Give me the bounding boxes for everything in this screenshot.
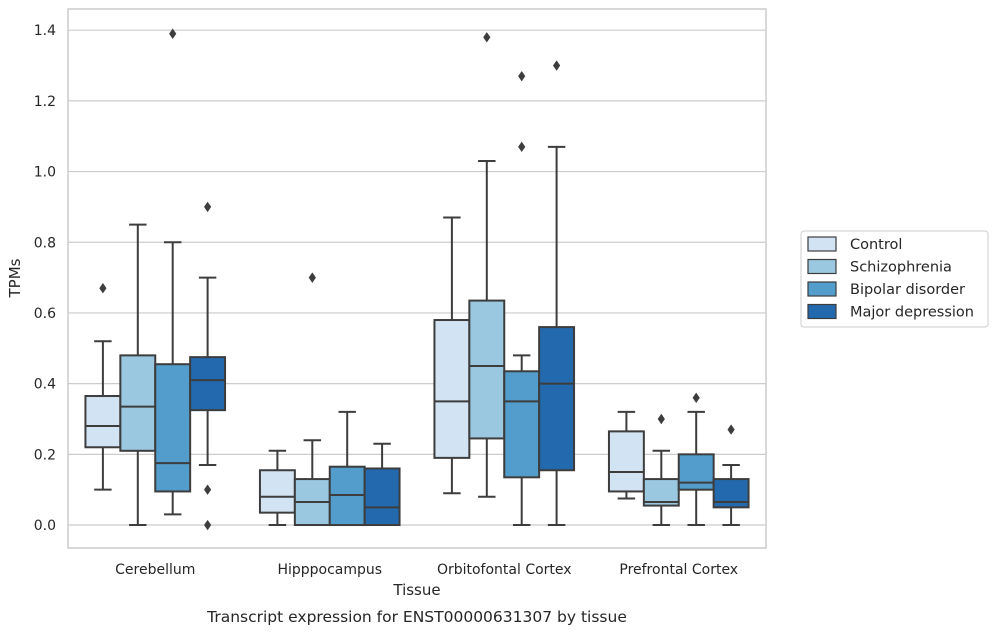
y-tick-label: 0.6	[34, 306, 56, 322]
box-major-depression	[189, 201, 227, 531]
box-major-depression	[363, 442, 401, 527]
legend-frame	[800, 230, 989, 328]
outlier-point	[204, 484, 212, 495]
plot-frame	[67, 8, 767, 549]
y-tick-label: 0.4	[34, 377, 56, 393]
y-tick-label: 0.2	[34, 447, 56, 463]
y-tick-label: 1.4	[34, 23, 56, 39]
legend-swatch	[807, 258, 837, 275]
legend-swatch	[807, 303, 837, 320]
outlier-point	[204, 201, 212, 213]
outlier-point	[553, 60, 561, 71]
legend-swatch	[807, 236, 837, 252]
y-tick-label: 1.2	[34, 94, 56, 110]
x-tick-label: Hipppocampus	[277, 562, 382, 578]
box-body	[468, 299, 506, 440]
outlier-point	[518, 70, 526, 82]
box-body	[258, 469, 296, 514]
y-tick-label: 0.8	[34, 235, 56, 251]
box-control	[433, 216, 471, 495]
box-major-depression	[712, 424, 750, 527]
box-bipolar-disorder	[154, 28, 192, 516]
box-control	[84, 283, 122, 491]
y-tick-labels: 0.0 0.2 0.4 0.6 0.8 1.0 1.2 1.4	[34, 23, 56, 534]
legend-label: Bipolar disorder	[850, 282, 965, 298]
outlier-point	[308, 272, 316, 283]
box-bipolar-disorder	[677, 392, 715, 527]
box-body	[84, 395, 122, 449]
x-tick-label: Cerebellum	[115, 562, 195, 578]
box-body	[677, 453, 715, 491]
x-tick-label: Prefrontal Cortex	[619, 562, 738, 578]
legend-label: Control	[850, 237, 902, 253]
chart-caption: Transcript expression for ENST0000063130…	[206, 608, 627, 626]
outlier-point	[169, 28, 177, 39]
outlier-point	[657, 413, 665, 425]
box-schizophrenia	[293, 272, 331, 527]
box-control	[607, 410, 645, 500]
box-major-depression	[538, 60, 576, 527]
box-schizophrenia	[642, 413, 680, 527]
box-body	[607, 430, 645, 493]
box-body	[154, 363, 192, 493]
box-control	[258, 449, 296, 527]
box-body	[363, 467, 401, 527]
y-tick-label: 1.0	[34, 165, 56, 181]
outlier-point	[99, 283, 107, 294]
outlier-point	[727, 424, 735, 435]
legend-label: Major depression	[850, 305, 974, 321]
x-tick-label: Orbitofontal Cortex	[437, 562, 572, 578]
box-body	[712, 478, 750, 509]
box-body	[538, 326, 576, 472]
box-body	[189, 356, 227, 412]
x-axis-label: Tissue	[392, 581, 440, 599]
legend-label: Schizophrenia	[850, 260, 952, 276]
box-bipolar-disorder	[503, 70, 541, 527]
outlier-point	[483, 32, 491, 43]
box-body	[503, 370, 541, 479]
x-tick-labels: Cerebellum Hipppocampus Orbitofontal Corte…	[115, 562, 738, 578]
outlier-point	[518, 141, 526, 153]
y-tick-label: 0.0	[34, 518, 56, 534]
box-schizophrenia	[119, 223, 157, 527]
box-schizophrenia	[468, 32, 506, 498]
outlier-point	[692, 392, 700, 403]
box-body	[433, 319, 471, 459]
y-axis-label: TPMs	[6, 258, 24, 298]
box-body	[119, 354, 157, 452]
outlier-point	[204, 519, 212, 531]
legend-swatch	[807, 281, 837, 297]
legend: Control Schizophrenia Bipolar disorder Majo…	[800, 230, 989, 328]
box-bipolar-disorder	[328, 410, 366, 527]
boxes	[84, 28, 750, 531]
